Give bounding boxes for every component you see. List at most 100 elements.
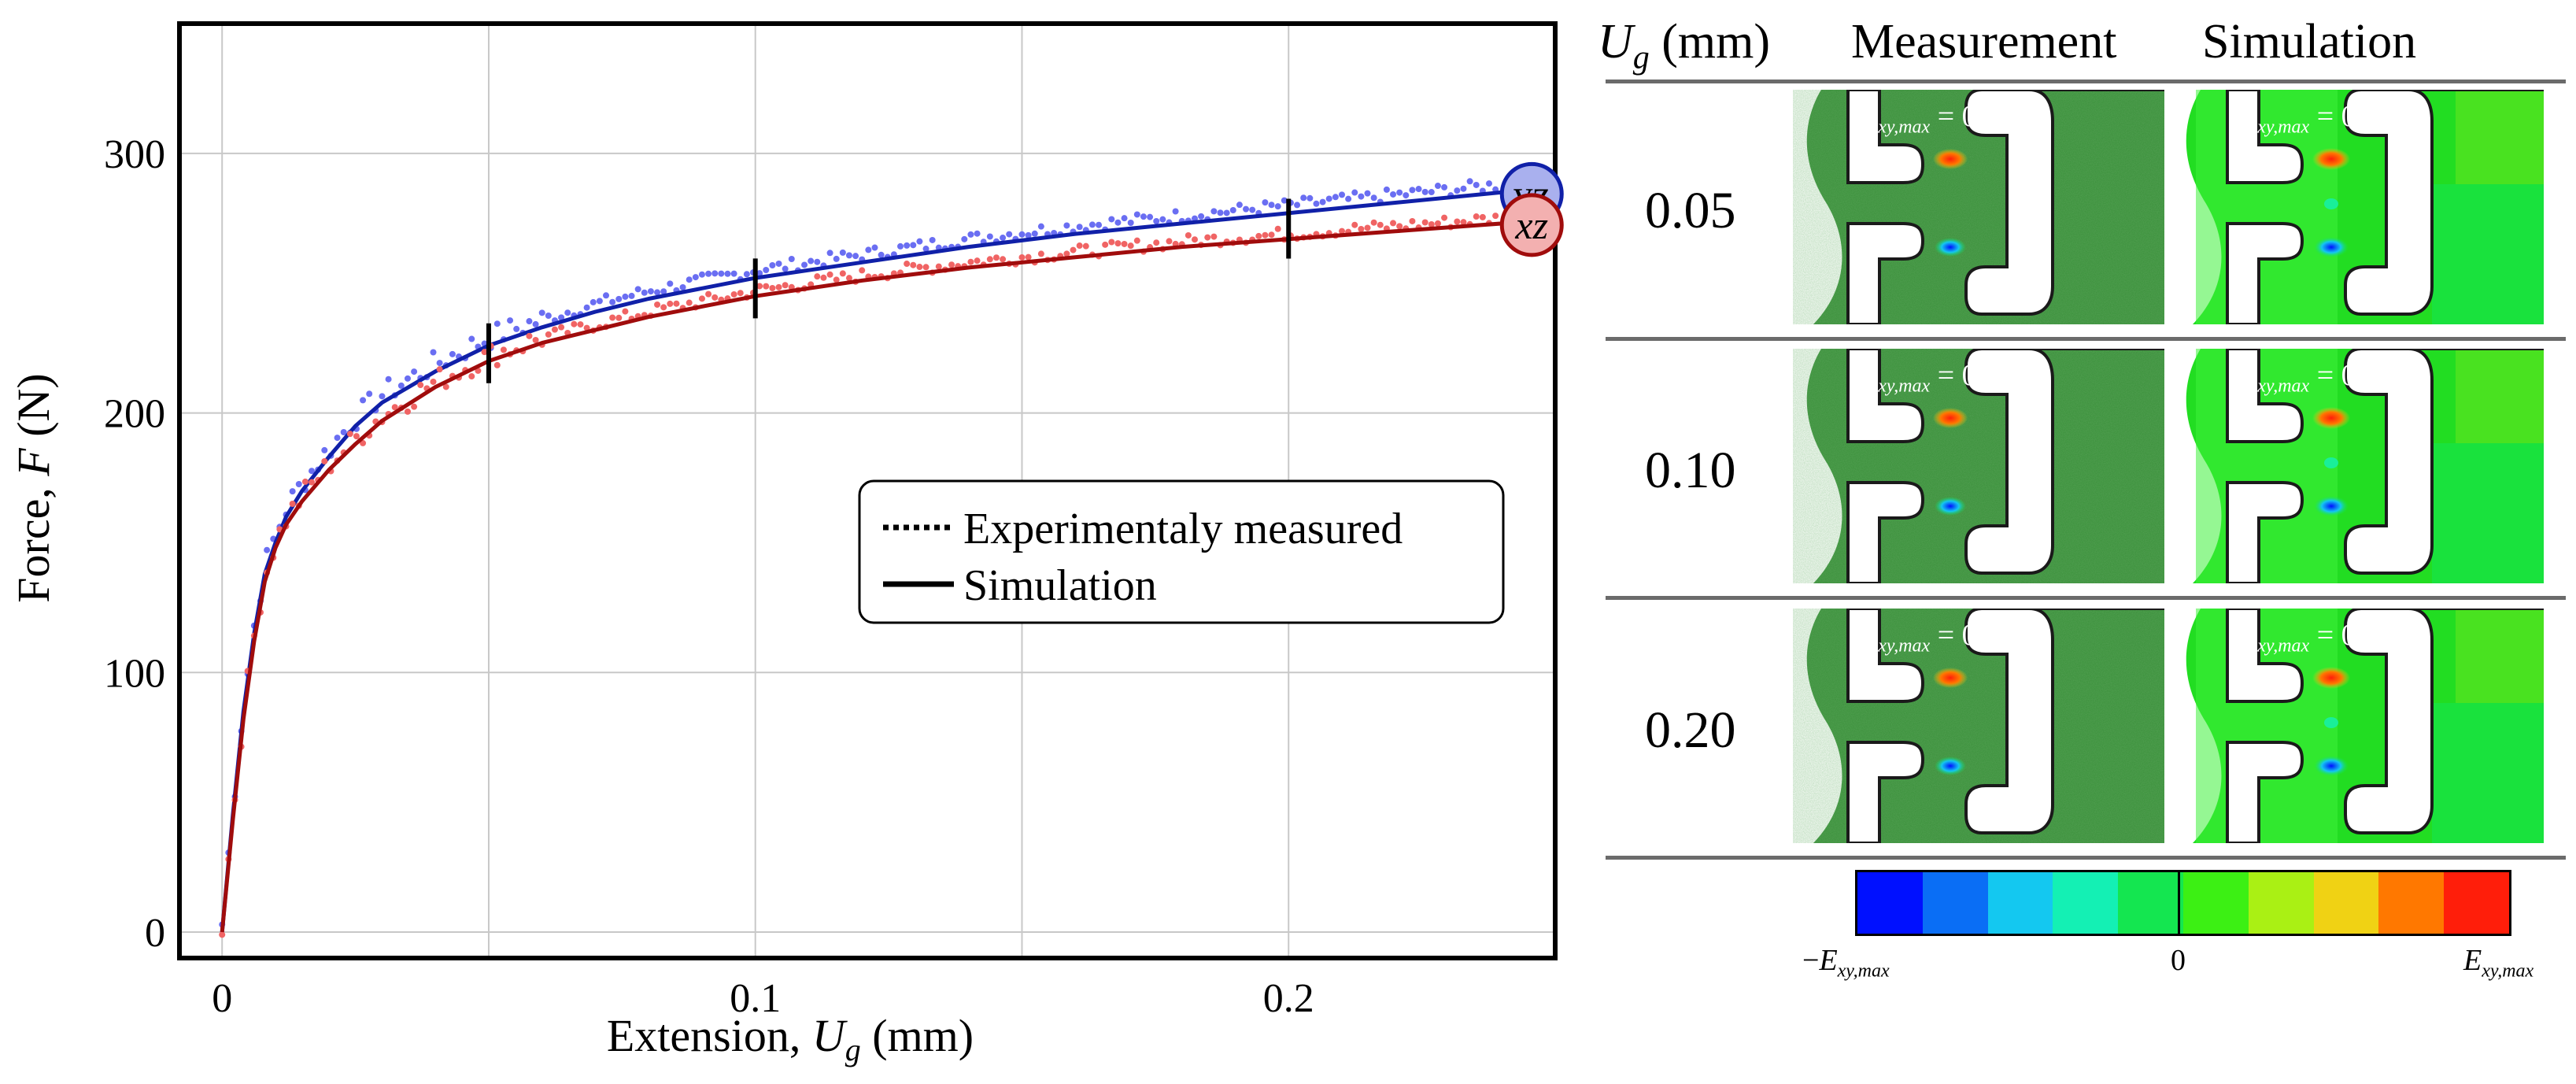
colorbar-segment	[2378, 872, 2445, 934]
measured-point	[865, 246, 872, 253]
plot-frame	[177, 21, 1558, 960]
measured-point	[615, 314, 623, 321]
measured-point	[1351, 189, 1358, 196]
measured-point	[833, 276, 840, 283]
measured-point	[660, 288, 667, 295]
measured-point	[513, 325, 520, 332]
measured-point	[1479, 213, 1486, 220]
measured-point	[1409, 217, 1416, 224]
measured-point	[411, 368, 418, 376]
measured-point	[775, 283, 782, 290]
measured-point	[1140, 213, 1147, 220]
measured-point	[1325, 195, 1332, 202]
measured-point	[411, 403, 418, 410]
measured-point	[673, 300, 680, 307]
series-xz-simulation	[220, 221, 1502, 933]
measurement-header: Measurement	[1851, 15, 2117, 68]
measured-point	[679, 283, 686, 290]
measured-point	[775, 260, 782, 267]
measured-point	[1243, 205, 1250, 213]
emax-label-measurement-1: Exy,max = 0.175	[1860, 358, 2029, 398]
measured-point	[353, 433, 360, 440]
measured-point	[910, 261, 917, 268]
measured-point	[301, 478, 309, 485]
simulation-header: Simulation	[2202, 15, 2417, 68]
measured-point	[1229, 207, 1236, 214]
measured-point	[295, 481, 302, 488]
emax-value: = 0.075	[2309, 100, 2409, 133]
emax-var: E	[2239, 359, 2258, 392]
measured-point	[1409, 187, 1416, 194]
measured-point	[1082, 242, 1089, 250]
legend-label-measured: Experimentaly measured	[963, 505, 1403, 553]
measured-point	[1313, 200, 1320, 207]
emax-sub: xy,max	[2257, 117, 2310, 138]
measured-point	[974, 257, 981, 265]
x-axis-label-var: U	[812, 1010, 848, 1061]
measured-point	[360, 397, 367, 404]
measured-point	[430, 378, 437, 385]
measured-point	[1428, 220, 1435, 228]
measured-point	[493, 361, 501, 368]
measured-point	[1025, 231, 1032, 239]
y-axis-label-suffix: (N)	[8, 373, 59, 448]
measured-point	[622, 308, 629, 315]
measured-point	[430, 349, 437, 356]
legend-label-simulation: Simulation	[963, 561, 1157, 610]
measured-point	[532, 320, 539, 327]
measured-point	[558, 314, 565, 321]
measured-point	[545, 312, 552, 319]
measured-point	[801, 261, 808, 268]
series-badge-label: xz	[1514, 203, 1548, 247]
measured-point	[603, 292, 610, 299]
x-axis-label-suffix: (mm)	[861, 1010, 974, 1061]
measured-point	[1037, 223, 1044, 230]
measured-point	[724, 270, 731, 277]
measured-point	[1358, 226, 1365, 233]
measured-point	[986, 256, 993, 263]
divider	[1606, 596, 2566, 600]
measured-point	[782, 282, 789, 289]
measured-point	[845, 275, 852, 282]
measured-point	[532, 336, 539, 343]
measured-point	[634, 286, 641, 293]
emax-var: E	[1860, 619, 1879, 652]
measured-point	[698, 295, 705, 302]
measured-point	[1473, 181, 1480, 188]
measured-point	[404, 408, 411, 415]
measured-point	[1172, 208, 1179, 215]
force-extension-chart: 0 0.1 0.2 0 100 200 300 yzxz Experimentaly mea…	[8, 21, 1564, 1067]
measured-point	[404, 375, 411, 382]
measured-point	[379, 393, 386, 400]
measured-point	[756, 270, 763, 277]
measured-point	[589, 298, 597, 305]
measured-point	[1383, 186, 1390, 193]
measured-point	[1147, 213, 1154, 220]
measured-point	[1114, 219, 1122, 226]
measured-point	[1006, 231, 1013, 238]
measured-point	[417, 382, 424, 389]
measured-point	[730, 290, 737, 298]
measured-point	[756, 283, 763, 290]
colorbar-zero-tick	[2178, 870, 2180, 936]
measured-point	[309, 479, 316, 486]
measured-point	[571, 320, 578, 327]
measured-point	[1473, 213, 1480, 220]
divider	[1606, 337, 2566, 341]
measured-point	[698, 271, 705, 278]
y-tick-label: 0	[145, 911, 165, 956]
measured-point	[1338, 228, 1345, 235]
emax-var: E	[2239, 619, 2258, 652]
emax-value: = 0.350	[2309, 619, 2409, 652]
measured-point	[852, 253, 859, 260]
measured-point	[1421, 188, 1428, 195]
series-badge-xz	[1499, 193, 1564, 257]
measured-point	[922, 264, 930, 271]
measured-point	[743, 271, 750, 278]
measured-point	[1403, 192, 1410, 199]
measured-point	[647, 288, 654, 295]
measured-point	[1396, 189, 1403, 196]
emax-var: E	[1860, 359, 1879, 392]
colorbar-max-var: E	[2463, 944, 2482, 977]
colorbar-min-prefix: −	[1802, 944, 1820, 977]
